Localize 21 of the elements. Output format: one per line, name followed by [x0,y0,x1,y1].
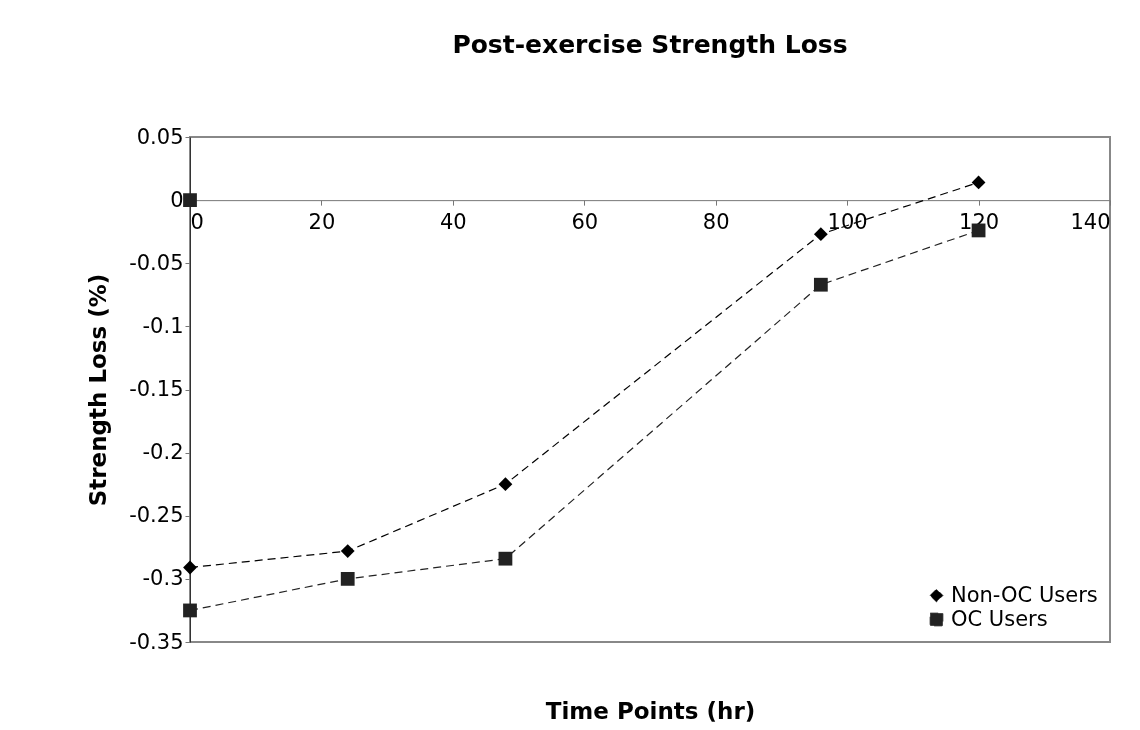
legend-label: Non-OC Users [951,582,1098,607]
y-tick-label: -0.25 [129,503,184,528]
y-tick-label: -0.05 [129,250,184,275]
x-tick-label: 20 [308,209,336,234]
y-tick-label: 0.05 [136,124,184,149]
y-tick-label: -0.1 [142,313,184,338]
y-tick-label: -0.15 [129,377,184,401]
x-tick-label: 60 [571,209,599,234]
legend-label: OC Users [951,606,1048,631]
y-tick-label: -0.2 [142,440,184,465]
x-tick-label: 40 [439,209,467,234]
x-tick-label: 80 [702,209,730,234]
chart-title: Post-exercise Strength Loss [452,30,848,59]
y-tick-label: -0.3 [142,566,184,591]
x-tick-label: 0 [190,209,204,234]
x-axis-title: Time Points (hr) [545,697,756,724]
y-tick-label: -0.35 [129,629,184,654]
x-tick-label: 100 [827,209,868,234]
x-tick-label: 140 [1070,209,1111,234]
y-axis-title: Strength Loss (%) [85,273,112,507]
y-tick-label: 0 [170,187,184,212]
